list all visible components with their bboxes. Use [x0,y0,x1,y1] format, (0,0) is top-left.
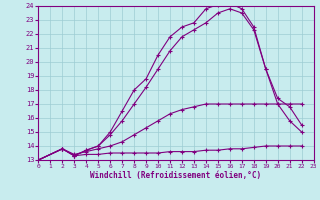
X-axis label: Windchill (Refroidissement éolien,°C): Windchill (Refroidissement éolien,°C) [91,171,261,180]
